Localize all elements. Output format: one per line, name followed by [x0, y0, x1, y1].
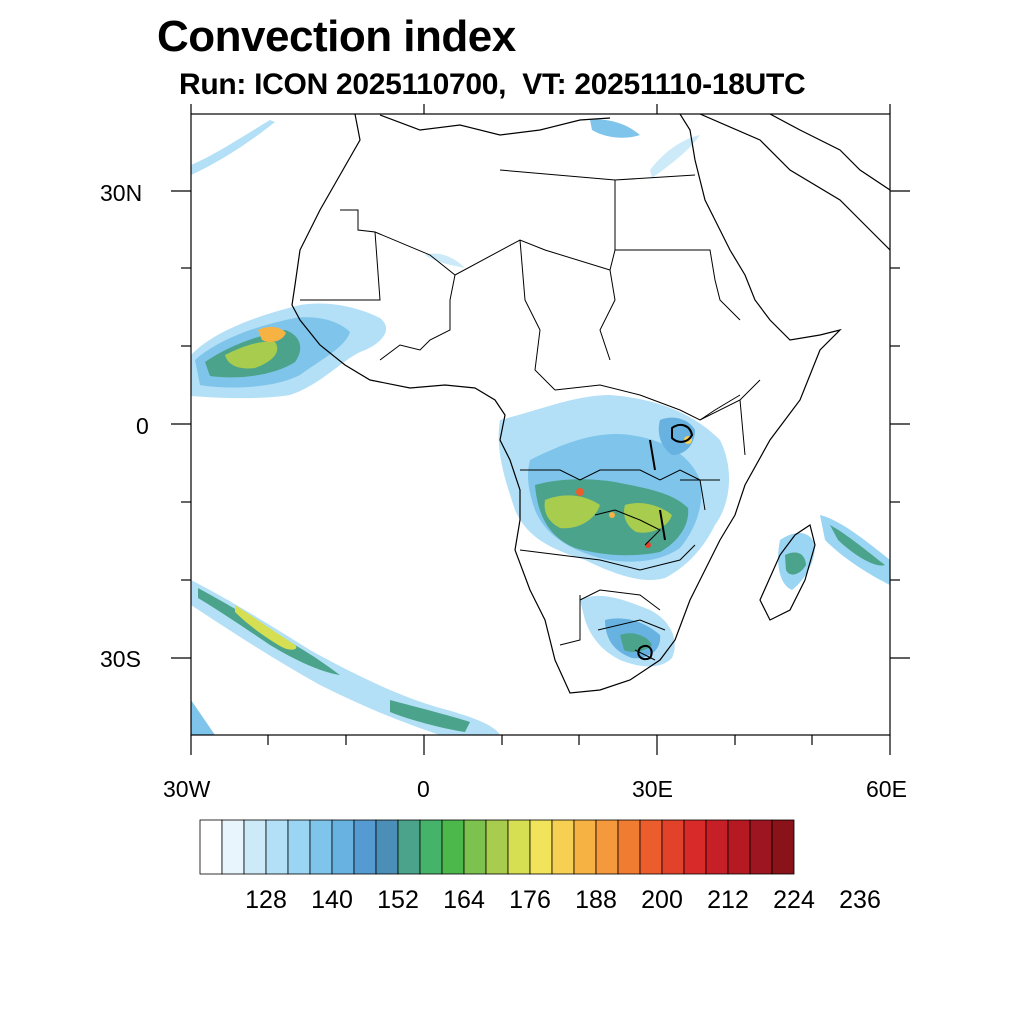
colorbar-swatch — [199, 819, 223, 875]
colorbar-swatch — [331, 819, 355, 875]
colorbar-label: 152 — [377, 886, 419, 914]
colorbar-label: 212 — [707, 886, 749, 914]
lon-tick-0: 0 — [417, 776, 430, 802]
colorbar-swatch — [243, 819, 267, 875]
colorbar-label: 236 — [839, 886, 881, 914]
colorbar-swatch — [639, 819, 663, 875]
colorbar-label: 188 — [575, 886, 617, 914]
map-title: Convection index — [157, 12, 516, 61]
colorbar-swatch — [375, 819, 399, 875]
colorbar-swatch — [441, 819, 465, 875]
colorbar-swatch — [683, 819, 707, 875]
convection-region-mediterranean — [191, 119, 700, 268]
colorbar-swatch — [507, 819, 531, 875]
colorbar-swatch — [353, 819, 377, 875]
colorbar-swatch — [573, 819, 597, 875]
colorbar-label: 224 — [773, 886, 815, 914]
colorbar-swatch — [551, 819, 575, 875]
colorbar-swatch — [529, 819, 553, 875]
colorbar-swatch — [749, 819, 773, 875]
lon-tick-30e: 30E — [632, 776, 673, 802]
convection-field-layer — [191, 119, 890, 735]
colorbar-label: 200 — [641, 886, 683, 914]
coastline-layer — [291, 114, 890, 694]
lat-tick-0: 0 — [136, 413, 149, 439]
map-subtitle: Run: ICON 2025110700, VT: 20251110-18UTC — [179, 68, 806, 101]
lat-tick-30s: 30S — [100, 646, 141, 672]
colorbar-swatch — [265, 819, 289, 875]
convection-region-south-atlantic — [191, 580, 500, 735]
convection-region-west-africa — [191, 303, 387, 399]
lon-tick-30w: 30W — [163, 776, 211, 802]
colorbar-swatch — [463, 819, 487, 875]
lon-tick-60e: 60E — [866, 776, 907, 802]
colorbar — [199, 819, 795, 875]
colorbar-swatch — [661, 819, 685, 875]
colorbar-swatch — [705, 819, 729, 875]
colorbar-swatch — [309, 819, 333, 875]
colorbar-label: 140 — [311, 886, 353, 914]
colorbar-swatch — [419, 819, 443, 875]
colorbar-swatch — [617, 819, 641, 875]
lat-tick-30n: 30N — [100, 180, 143, 206]
axis-ticks — [171, 104, 910, 755]
colorbar-swatch — [595, 819, 619, 875]
colorbar-swatch — [485, 819, 509, 875]
colorbar-swatch — [727, 819, 751, 875]
colorbar-swatch — [287, 819, 311, 875]
colorbar-swatch — [221, 819, 245, 875]
convection-region-madagascar — [778, 515, 890, 590]
convection-region-central-africa — [498, 395, 730, 580]
colorbar-label: 128 — [245, 886, 287, 914]
colorbar-swatch — [397, 819, 421, 875]
colorbar-label: 164 — [443, 886, 485, 914]
convection-region-southern-africa — [580, 595, 675, 667]
colorbar-label: 176 — [509, 886, 551, 914]
colorbar-swatch — [771, 819, 795, 875]
lakes-layer — [637, 423, 694, 661]
